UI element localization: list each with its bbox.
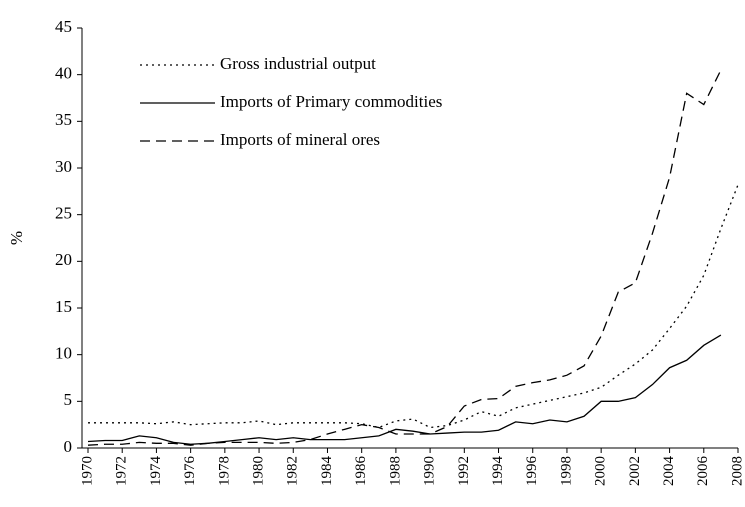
x-tick-label: 2000	[593, 456, 609, 486]
x-tick-label: 1988	[387, 456, 403, 486]
x-tick-label: 1972	[114, 456, 130, 486]
y-tick-label: 30	[55, 157, 72, 176]
x-tick-label: 2004	[661, 456, 677, 487]
y-tick-label: 40	[55, 64, 72, 83]
x-tick-label: 2002	[627, 456, 643, 486]
y-tick-label: 5	[64, 390, 73, 409]
x-tick-label: 1996	[524, 456, 540, 487]
series-line	[88, 184, 739, 429]
x-tick-label: 1980	[250, 456, 266, 486]
y-tick-label: 25	[55, 204, 72, 223]
y-tick-label: 20	[55, 250, 72, 269]
y-tick-label: 0	[64, 437, 73, 456]
x-tick-label: 1982	[285, 456, 301, 486]
x-tick-label: 1970	[79, 456, 95, 486]
x-tick-label: 2006	[695, 456, 711, 487]
x-tick-label: 1990	[422, 456, 438, 486]
series-line	[87, 69, 722, 446]
series-line	[87, 334, 722, 445]
x-tick-label: 1992	[456, 456, 472, 486]
legend-label: Imports of Primary commodities	[220, 92, 442, 111]
x-tick-label: 2008	[729, 456, 745, 486]
y-tick-label: 45	[55, 17, 72, 36]
x-tick-label: 1978	[216, 456, 232, 486]
legend-label: Imports of mineral ores	[220, 130, 380, 149]
x-tick-label: 1976	[182, 456, 198, 487]
x-tick-label: 1994	[490, 456, 506, 487]
y-axis-label: %	[7, 231, 26, 245]
legend-label: Gross industrial output	[220, 54, 376, 73]
x-tick-label: 1974	[148, 456, 164, 487]
x-tick-label: 1998	[558, 456, 574, 486]
x-tick-label: 1986	[353, 456, 369, 487]
x-tick-label: 1984	[319, 456, 335, 487]
y-tick-label: 35	[55, 110, 72, 129]
y-tick-label: 15	[55, 297, 72, 316]
y-tick-label: 10	[55, 344, 72, 363]
